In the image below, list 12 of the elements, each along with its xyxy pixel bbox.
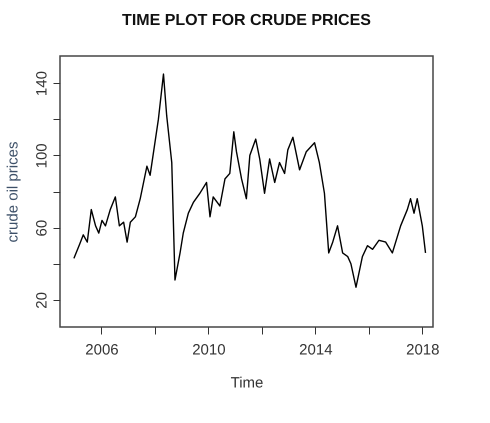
x-tick-label: 2010	[192, 342, 226, 358]
x-tick-label: 2014	[299, 342, 333, 358]
x-tick-label: 2006	[85, 342, 119, 358]
x-tick-label: 2018	[406, 342, 440, 358]
y-tick-label: 20	[34, 292, 50, 309]
y-tick-label: 100	[34, 143, 50, 168]
y-tick-label: 60	[34, 220, 50, 236]
y-axis-title: crude oil prices	[4, 142, 22, 242]
y-tick-label: 140	[34, 71, 50, 96]
line-series	[73, 73, 426, 288]
chart-title: TIME PLOT FOR CRUDE PRICES	[122, 12, 372, 29]
x-axis-title: Time	[230, 374, 264, 392]
